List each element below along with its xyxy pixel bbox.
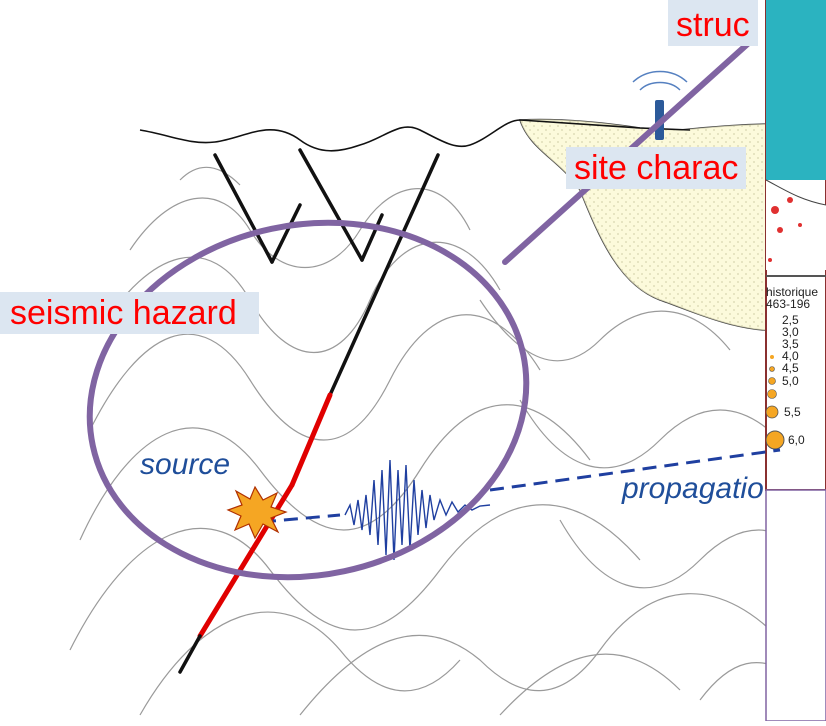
propagation-path bbox=[261, 448, 781, 524]
map-legend-entry: 3,5 bbox=[782, 337, 799, 351]
map-legend-title: historique bbox=[766, 285, 819, 299]
map-legend-entry: 3,0 bbox=[782, 325, 799, 339]
map-legend-entry: 4,5 bbox=[782, 361, 799, 375]
structure-label: struc bbox=[668, 0, 758, 46]
hazard-ellipse bbox=[86, 219, 530, 581]
fault-system bbox=[178, 148, 440, 674]
seismicity-map-inset bbox=[765, 0, 826, 722]
map-legend-entry: 5,0 bbox=[782, 374, 799, 388]
source-label: source bbox=[140, 448, 231, 481]
seismic-waveform bbox=[344, 459, 491, 561]
map-legend-entry: 2,5 bbox=[782, 313, 799, 327]
ground-surface bbox=[139, 119, 691, 152]
map-legend-entry: 6,0 bbox=[788, 433, 805, 447]
seismic-hazard-label: seismic hazard bbox=[0, 292, 259, 334]
map-legend-entry: 4,0 bbox=[782, 349, 799, 363]
earthquake-source-icon bbox=[226, 485, 288, 540]
site-characterization-label: site charac bbox=[566, 147, 747, 189]
propagation-label: propagatio bbox=[622, 472, 764, 505]
map-legend-period: 463-196 bbox=[766, 297, 811, 311]
map-legend-entry: 5,5 bbox=[784, 405, 801, 419]
